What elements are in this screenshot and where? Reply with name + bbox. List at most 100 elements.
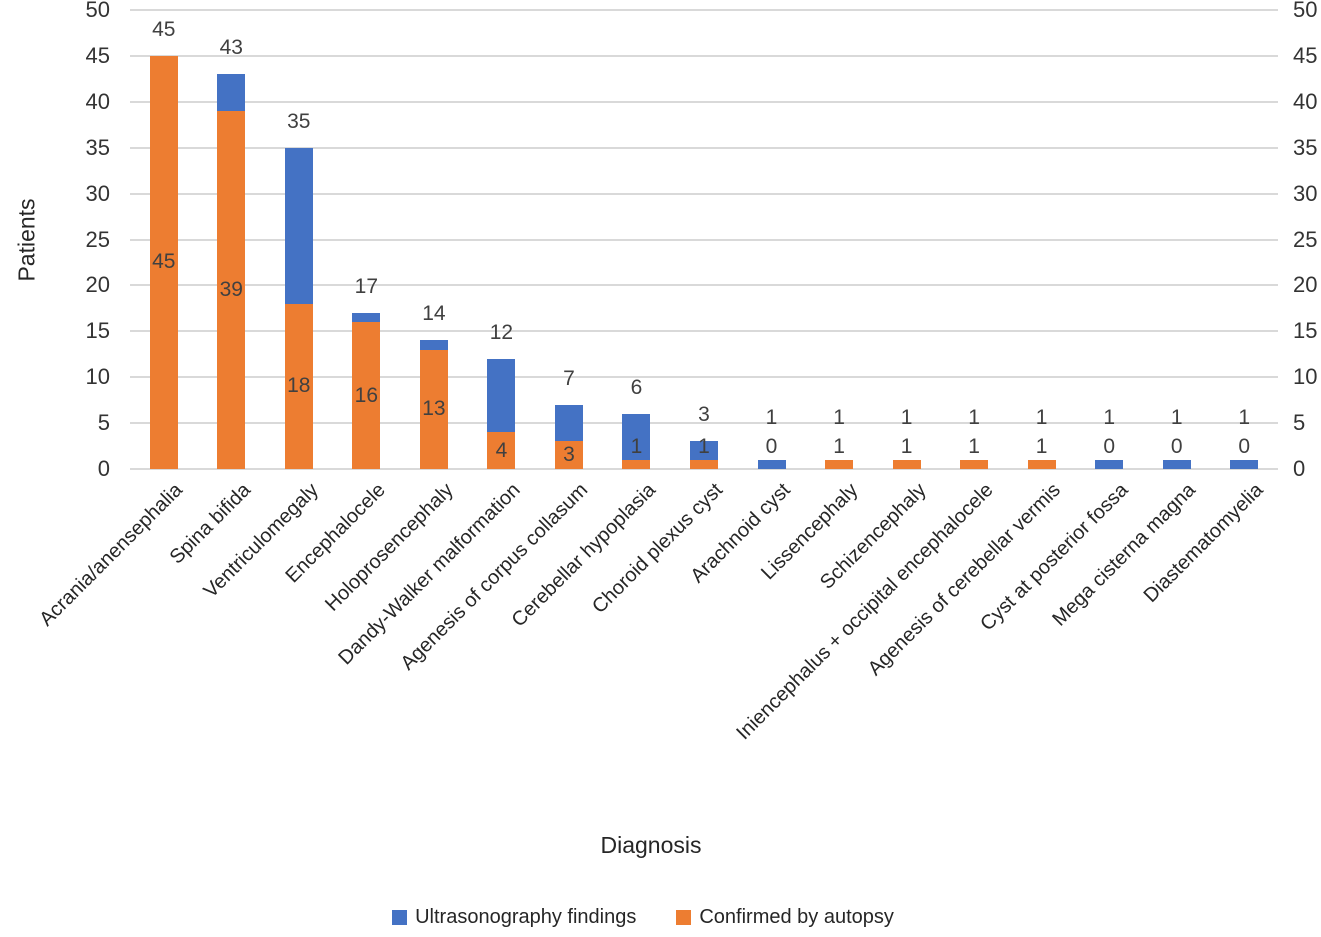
bar-segment-autopsy bbox=[487, 432, 516, 469]
x-category-label: Iniencephalus + occipital encephalocele bbox=[732, 479, 998, 745]
autopsy-data-label: 1 bbox=[1035, 434, 1048, 458]
autopsy-data-label: 1 bbox=[698, 434, 710, 458]
total-data-label: 1 bbox=[1035, 405, 1048, 429]
autopsy-data-label: 0 bbox=[765, 434, 778, 458]
bar-segment-ultrasonography bbox=[622, 413, 651, 460]
bar-segment-autopsy bbox=[1027, 459, 1056, 469]
total-data-label: 1 bbox=[1170, 405, 1183, 429]
bar-segment-ultrasonography bbox=[757, 459, 786, 469]
autopsy-data-label: 1 bbox=[968, 434, 980, 458]
bar-segment-autopsy bbox=[622, 459, 651, 469]
autopsy-data-label: 3 bbox=[563, 443, 575, 467]
y-tick-label-left: 45 bbox=[85, 42, 110, 68]
bar-segment-ultrasonography bbox=[487, 358, 516, 433]
gridline bbox=[130, 100, 1278, 103]
y-tick-label-right: 20 bbox=[1293, 272, 1318, 298]
autopsy-data-label: 1 bbox=[900, 434, 913, 458]
y-tick-label-left: 50 bbox=[85, 0, 110, 22]
bar-segment-autopsy bbox=[284, 303, 313, 469]
autopsy-data-label: 16 bbox=[354, 383, 379, 407]
total-data-label: 17 bbox=[354, 274, 379, 298]
total-data-label: 7 bbox=[563, 366, 575, 390]
y-tick-label-left: 35 bbox=[85, 134, 110, 160]
autopsy-data-label: 18 bbox=[287, 374, 311, 398]
bar-segment-ultrasonography bbox=[690, 441, 718, 460]
bar-segment-autopsy bbox=[419, 349, 448, 469]
y-tick-label-right: 0 bbox=[1293, 456, 1306, 481]
x-category-label: Holoprosencephaly bbox=[320, 479, 458, 616]
total-data-label: 43 bbox=[219, 36, 243, 60]
y-tick-label-right: 50 bbox=[1293, 0, 1318, 22]
total-data-label: 1 bbox=[1103, 405, 1116, 429]
y-tick-label-right: 45 bbox=[1293, 42, 1318, 68]
total-data-label: 1 bbox=[833, 405, 845, 429]
legend: Ultrasonography findings Confirmed by au… bbox=[0, 906, 1286, 929]
gridline bbox=[130, 422, 1278, 425]
gridline bbox=[130, 330, 1278, 333]
gridline bbox=[130, 284, 1278, 287]
y-tick-label-left: 25 bbox=[85, 226, 110, 252]
autopsy-data-label: 0 bbox=[1238, 434, 1251, 458]
total-data-label: 3 bbox=[698, 403, 710, 427]
y-tick-label-left: 5 bbox=[97, 410, 110, 436]
legend-label-autopsy: Confirmed by autopsy bbox=[699, 906, 894, 928]
legend-swatch-blue-icon bbox=[392, 910, 408, 925]
bar-segment-autopsy bbox=[825, 459, 854, 469]
autopsy-data-label: 39 bbox=[219, 277, 243, 301]
y-tick-label-left: 20 bbox=[85, 272, 110, 298]
y-tick-label-left: 10 bbox=[85, 364, 110, 390]
y-tick-label-left: 30 bbox=[85, 180, 110, 206]
y-tick-label-right: 35 bbox=[1293, 134, 1318, 160]
bar-segment-ultrasonography bbox=[352, 312, 381, 323]
gridline bbox=[130, 9, 1278, 11]
bar-segment-ultrasonography bbox=[1230, 459, 1259, 469]
bar-segment-ultrasonography bbox=[284, 147, 313, 304]
y-tick-label-right: 40 bbox=[1293, 88, 1318, 114]
bar-segment-autopsy bbox=[217, 110, 246, 469]
bar-segment-autopsy bbox=[960, 459, 989, 469]
y-tick-label-left: 40 bbox=[85, 88, 110, 114]
total-data-label: 12 bbox=[489, 320, 514, 344]
y-tick-label-right: 30 bbox=[1293, 180, 1318, 206]
x-axis-title: Diagnosis bbox=[600, 832, 702, 858]
bar-segment-autopsy bbox=[352, 322, 381, 469]
bar-segment-autopsy bbox=[149, 55, 178, 469]
y-tick-label-right: 15 bbox=[1293, 318, 1318, 344]
x-category-label: Ventriculomegaly bbox=[199, 479, 323, 603]
bar-segment-ultrasonography bbox=[1162, 459, 1191, 469]
legend-swatch-orange-icon bbox=[676, 910, 692, 925]
autopsy-data-label: 0 bbox=[1170, 434, 1183, 458]
y-tick-label-right: 25 bbox=[1293, 226, 1318, 252]
autopsy-data-label: 1 bbox=[833, 434, 845, 458]
bar-segment-autopsy bbox=[892, 459, 921, 469]
y-tick-label-left: 15 bbox=[85, 318, 110, 344]
gridline bbox=[130, 192, 1278, 195]
bar-segment-ultrasonography bbox=[419, 340, 448, 350]
bar-segment-ultrasonography bbox=[217, 74, 246, 111]
total-data-label: 45 bbox=[152, 17, 176, 41]
total-data-label: 1 bbox=[765, 405, 778, 429]
legend-label-ultrasonography: Ultrasonography findings bbox=[415, 906, 637, 928]
legend-item-autopsy: Confirmed by autopsy bbox=[676, 906, 894, 929]
y-tick-label-right: 5 bbox=[1293, 410, 1306, 436]
gridline bbox=[130, 146, 1278, 149]
autopsy-data-label: 13 bbox=[422, 397, 446, 421]
bar-segment-autopsy bbox=[554, 441, 583, 469]
total-data-label: 6 bbox=[630, 375, 643, 399]
bar-segment-autopsy bbox=[690, 459, 718, 469]
y-axis-title: Patients bbox=[13, 198, 40, 282]
bar-segment-ultrasonography bbox=[1095, 459, 1124, 469]
legend-item-ultrasonography: Ultrasonography findings bbox=[392, 906, 636, 929]
total-data-label: 14 bbox=[422, 302, 446, 326]
y-tick-label-left: 0 bbox=[97, 456, 110, 481]
gridline bbox=[130, 238, 1278, 241]
gridline bbox=[130, 468, 1278, 470]
autopsy-data-label: 0 bbox=[1103, 434, 1116, 458]
total-data-label: 1 bbox=[1238, 405, 1251, 429]
autopsy-data-label: 45 bbox=[152, 250, 176, 274]
y-tick-label-right: 10 bbox=[1293, 364, 1318, 390]
x-category-label: Diastematomyelia bbox=[1139, 479, 1268, 607]
gridline bbox=[130, 54, 1278, 57]
